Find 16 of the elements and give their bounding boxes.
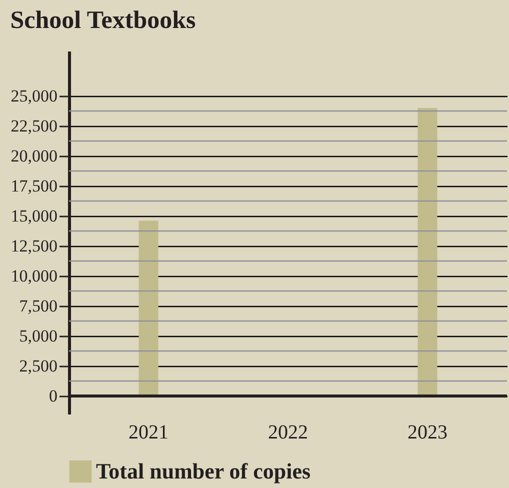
chart-title: School Textbooks — [10, 7, 196, 34]
y-tick-label: 0 — [49, 386, 58, 406]
x-tick-label: 2021 — [128, 422, 169, 444]
y-tick-label: 17,500 — [10, 176, 58, 196]
y-tick-label: 5,000 — [19, 326, 58, 346]
y-tick-label: 12,500 — [10, 236, 58, 256]
x-tick-label: 2022 — [268, 422, 308, 444]
y-tick-label: 20,000 — [10, 146, 58, 166]
y-tick-label: 10,000 — [10, 266, 58, 286]
y-tick-label: 15,000 — [10, 206, 58, 226]
x-tick-label: 2023 — [407, 422, 448, 444]
y-tick-label: 7,500 — [19, 296, 58, 316]
legend-label: Total number of copies — [96, 458, 311, 484]
y-tick-label: 2,500 — [19, 356, 58, 376]
y-tick-label: 22,500 — [10, 116, 58, 136]
y-tick-label: 25,000 — [10, 86, 58, 106]
